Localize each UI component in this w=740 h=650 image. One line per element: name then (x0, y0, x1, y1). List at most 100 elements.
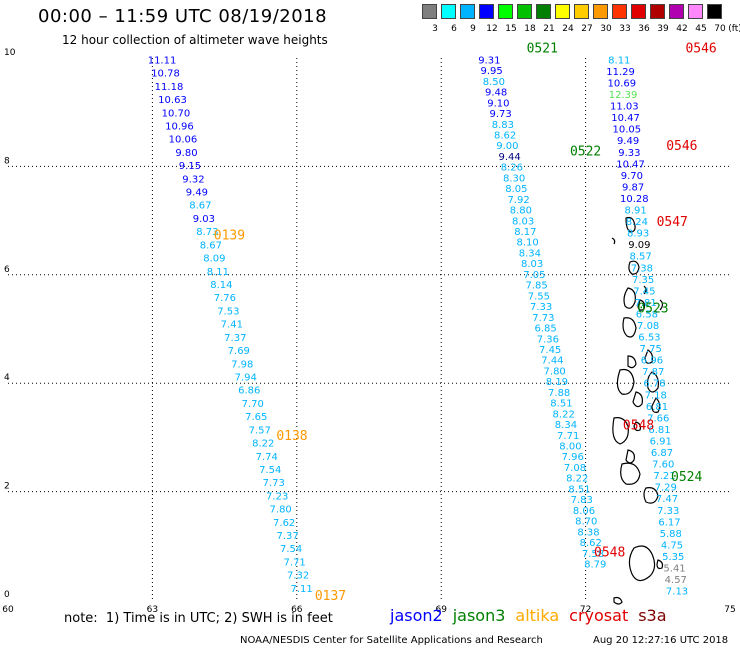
wave-value-cryosat-2-26: 6.96 (641, 356, 663, 367)
satellite-legend: jason2 jason3 altika cryosat s3a (390, 606, 677, 625)
wave-value-jason3-1-46: 7.58 (582, 549, 604, 560)
pass-time-label-cryosat-3: 0548 (623, 418, 654, 433)
satellite-legend-jason3: jason3 (452, 606, 506, 625)
wave-value-altika-0-29: 8.22 (252, 439, 274, 450)
wave-value-cryosat-2-13: 8.91 (624, 206, 646, 217)
lon-tick-75: 75 (724, 605, 735, 615)
satellite-legend-jason2: jason2 (390, 606, 443, 625)
wave-value-jason3-1-14: 8.80 (510, 206, 532, 217)
wave-value-jason3-1-24: 7.73 (532, 313, 554, 324)
wave-value-cryosat-2-8: 9.33 (618, 148, 640, 159)
wave-value-jason3-1-5: 9.73 (489, 109, 511, 120)
wave-value-cryosat-2-34: 6.87 (651, 448, 673, 459)
wave-value-altika-0-18: 7.76 (214, 293, 236, 304)
wave-value-cryosat-2-36: 7.21 (653, 471, 675, 482)
pass-time-label-altika-1: 0138 (276, 429, 307, 444)
scale-label-33: 33 (619, 24, 631, 34)
wave-value-jason3-1-39: 8.22 (566, 474, 588, 485)
wave-value-jason3-1-7: 8.62 (494, 130, 516, 141)
scale-swatch-36 (631, 4, 646, 19)
scale-swatch-70 (707, 4, 722, 19)
pass-time-label-cryosat-1: 0546 (666, 139, 697, 154)
wave-value-jason3-1-42: 8.06 (573, 506, 595, 517)
wave-value-altika-0-1: 10.78 (151, 69, 180, 80)
wave-value-cryosat-2-0: 8.11 (608, 55, 630, 66)
wave-value-cryosat-2-12: 10.28 (620, 194, 649, 205)
wave-value-jason3-1-38: 7.08 (564, 463, 586, 474)
lat-tick-2: 2 (4, 482, 10, 492)
wave-value-jason3-1-35: 7.71 (557, 431, 579, 442)
lon-tick-72: 72 (580, 605, 591, 615)
wave-value-jason3-1-9: 9.44 (498, 152, 520, 163)
wave-value-jason3-1-30: 8.19 (546, 377, 568, 388)
wave-value-altika-0-22: 7.69 (228, 346, 250, 357)
wave-value-cryosat-2-46: 7.13 (666, 587, 688, 598)
generated-timestamp: Aug 20 12:27:16 UTC 2018 (593, 635, 729, 646)
pass-time-label-jason3-0: 0521 (527, 42, 558, 57)
wave-value-jason3-1-0: 9.31 (478, 55, 500, 66)
lon-tick-69: 69 (435, 605, 447, 615)
wave-value-jason3-1-3: 9.48 (485, 88, 507, 99)
wave-value-altika-0-40: 7.11 (290, 584, 312, 595)
wave-value-cryosat-2-23: 7.08 (637, 321, 659, 332)
wave-value-cryosat-2-2: 10.69 (607, 79, 636, 90)
scale-unit-label: (ft) (728, 24, 740, 34)
wave-value-jason3-1-45: 8.62 (580, 538, 602, 549)
wave-value-jason3-1-21: 7.85 (526, 281, 548, 292)
wave-value-jason3-1-41: 7.83 (571, 495, 593, 506)
wave-value-cryosat-2-24: 6.53 (638, 333, 660, 344)
scale-label-18: 18 (524, 24, 536, 34)
pass-time-labels: 0139 0138 0137 0521 0522 0546 0546 0547 0548 0548… (214, 42, 717, 604)
scale-swatch-30 (593, 4, 608, 19)
wave-value-cryosat-2-6: 10.05 (613, 125, 642, 136)
wave-value-altika-0-27: 7.65 (245, 412, 267, 423)
wave-value-jason3-1-44: 8.38 (577, 527, 599, 538)
wave-value-jason3-1-25: 6.85 (535, 324, 557, 335)
wave-value-cryosat-2-10: 9.70 (621, 171, 643, 182)
wave-value-cryosat-2-27: 7.87 (642, 367, 664, 378)
wave-value-altika-0-28: 7.57 (249, 425, 271, 436)
wave-value-cryosat-2-7: 9.49 (617, 136, 639, 147)
wave-value-altika-0-31: 7.54 (259, 465, 281, 476)
wave-value-cryosat-2-16: 9.09 (628, 240, 650, 251)
wave-value-jason3-1-20: 7.05 (523, 270, 545, 281)
wave-value-altika-0-2: 11.18 (155, 82, 184, 93)
wave-value-jason3-1-4: 9.10 (487, 98, 509, 109)
wave-value-cryosat-2-41: 5.88 (660, 529, 682, 540)
wave-value-jason3-1-1: 9.95 (480, 66, 502, 77)
wave-value-altika-0-26: 7.70 (242, 399, 264, 410)
wave-value-cryosat-2-44: 5.41 (663, 563, 685, 574)
lat-tick-0: 0 (4, 590, 10, 600)
lon-tick-60: 60 (2, 605, 14, 615)
wave-value-cryosat-2-43: 5.35 (662, 552, 684, 563)
pass-time-label-cryosat-4: 0548 (594, 546, 625, 561)
wave-value-altika-0-10: 9.49 (186, 188, 208, 199)
wave-value-altika-0-33: 7.23 (266, 491, 288, 502)
pass-time-label-altika-0: 0139 (214, 229, 245, 244)
wave-value-jason3-1-37: 7.96 (562, 452, 584, 463)
scale-swatch-33 (612, 4, 627, 19)
wave-value-jason3-1-29: 7.80 (544, 366, 566, 377)
lon-tick-66: 66 (291, 605, 303, 615)
wave-value-altika-0-36: 7.37 (277, 531, 299, 542)
wave-value-jason3-1-12: 8.05 (505, 184, 527, 195)
wave-value-cryosat-2-28: 6.78 (643, 379, 665, 390)
wave-value-cryosat-2-17: 8.57 (630, 252, 652, 263)
wave-value-jason3-1-47: 8.79 (584, 559, 606, 570)
wave-value-altika-0-19: 7.53 (217, 306, 239, 317)
scale-swatch-12 (479, 4, 494, 19)
wave-value-jason3-1-27: 7.45 (539, 345, 561, 356)
lat-tick-4: 4 (4, 373, 10, 383)
wave-value-altika-0-12: 9.03 (193, 214, 215, 225)
wave-value-jason3-1-2: 8.50 (483, 77, 505, 88)
pass-time-label-cryosat-2: 0547 (657, 215, 688, 230)
wave-value-jason3-1-31: 7.88 (548, 388, 570, 399)
wave-value-jason3-1-33: 8.22 (553, 409, 575, 420)
wave-value-jason3-1-26: 7.36 (537, 334, 559, 345)
lat-tick-8: 8 (4, 156, 10, 166)
pass-time-label-altika-2: 0137 (315, 589, 346, 604)
wave-value-cryosat-2-4: 11.03 (610, 102, 639, 113)
wave-value-cryosat-2-45: 4.57 (665, 575, 687, 586)
wave-value-cryosat-2-1: 11.29 (606, 67, 635, 78)
